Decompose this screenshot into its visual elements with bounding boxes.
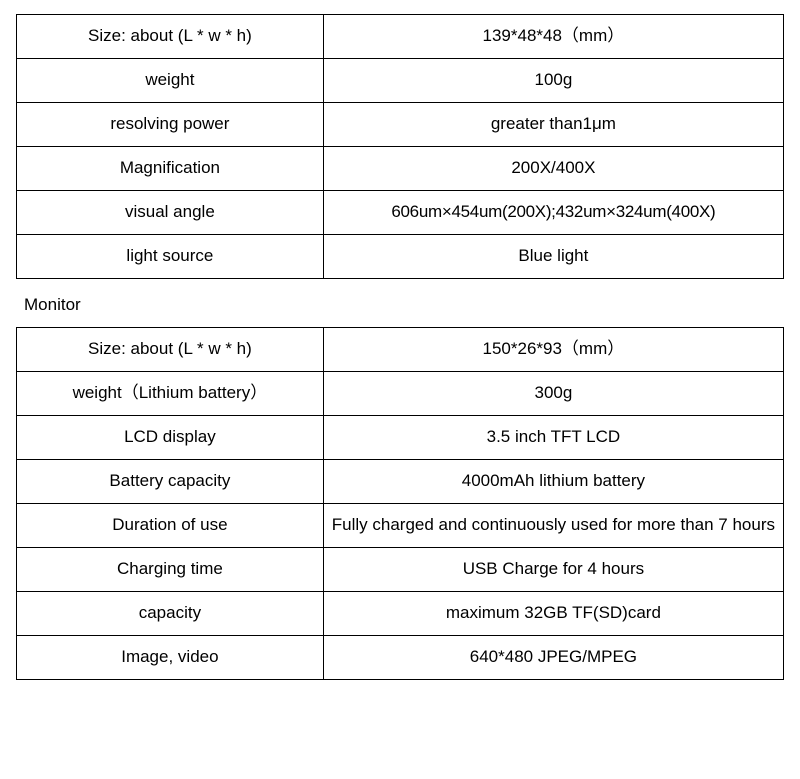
spec-label: weight bbox=[17, 59, 324, 103]
spec-table-1-body: Size: about (L * w * h)139*48*48（mm）weig… bbox=[17, 15, 784, 279]
spec-label: Magnification bbox=[17, 147, 324, 191]
spec-value: 4000mAh lithium battery bbox=[323, 460, 783, 504]
spec-label: Charging time bbox=[17, 548, 324, 592]
spec-label: weight（Lithium battery） bbox=[17, 372, 324, 416]
table-row: visual angle606um×454um(200X);432um×324u… bbox=[17, 191, 784, 235]
table-row: resolving powergreater than1μm bbox=[17, 103, 784, 147]
table-row: LCD display3.5 inch TFT LCD bbox=[17, 416, 784, 460]
spec-label: light source bbox=[17, 235, 324, 279]
spec-table-2: Size: about (L * w * h)150*26*93（mm）weig… bbox=[16, 327, 784, 680]
spec-value: 640*480 JPEG/MPEG bbox=[323, 636, 783, 680]
spec-value: 300g bbox=[323, 372, 783, 416]
spec-value: 200X/400X bbox=[323, 147, 783, 191]
spec-value: USB Charge for 4 hours bbox=[323, 548, 783, 592]
table-row: capacitymaximum 32GB TF(SD)card bbox=[17, 592, 784, 636]
table-row: Duration of useFully charged and continu… bbox=[17, 504, 784, 548]
spec-value: maximum 32GB TF(SD)card bbox=[323, 592, 783, 636]
spec-label: Battery capacity bbox=[17, 460, 324, 504]
table-row: Magnification200X/400X bbox=[17, 147, 784, 191]
spec-label: Image, video bbox=[17, 636, 324, 680]
spec-value: 100g bbox=[323, 59, 783, 103]
spec-value: 139*48*48（mm） bbox=[323, 15, 783, 59]
table-row: Image, video640*480 JPEG/MPEG bbox=[17, 636, 784, 680]
spec-value: 150*26*93（mm） bbox=[323, 328, 783, 372]
spec-label: visual angle bbox=[17, 191, 324, 235]
spec-value: 3.5 inch TFT LCD bbox=[323, 416, 783, 460]
spec-label: Size: about (L * w * h) bbox=[17, 328, 324, 372]
spec-value: 606um×454um(200X);432um×324um(400X) bbox=[323, 191, 783, 235]
table-row: weight（Lithium battery）300g bbox=[17, 372, 784, 416]
table-row: weight100g bbox=[17, 59, 784, 103]
spec-label: LCD display bbox=[17, 416, 324, 460]
spec-label: Duration of use bbox=[17, 504, 324, 548]
section-title-monitor: Monitor bbox=[24, 295, 784, 315]
table-row: Battery capacity4000mAh lithium battery bbox=[17, 460, 784, 504]
spec-label: resolving power bbox=[17, 103, 324, 147]
spec-value: Fully charged and continuously used for … bbox=[323, 504, 783, 548]
table-row: Size: about (L * w * h)139*48*48（mm） bbox=[17, 15, 784, 59]
spec-value: Blue light bbox=[323, 235, 783, 279]
table-row: light sourceBlue light bbox=[17, 235, 784, 279]
table-row: Size: about (L * w * h)150*26*93（mm） bbox=[17, 328, 784, 372]
spec-label: Size: about (L * w * h) bbox=[17, 15, 324, 59]
table-row: Charging timeUSB Charge for 4 hours bbox=[17, 548, 784, 592]
spec-table-1: Size: about (L * w * h)139*48*48（mm）weig… bbox=[16, 14, 784, 279]
spec-label: capacity bbox=[17, 592, 324, 636]
spec-value: greater than1μm bbox=[323, 103, 783, 147]
spec-table-2-body: Size: about (L * w * h)150*26*93（mm）weig… bbox=[17, 328, 784, 680]
